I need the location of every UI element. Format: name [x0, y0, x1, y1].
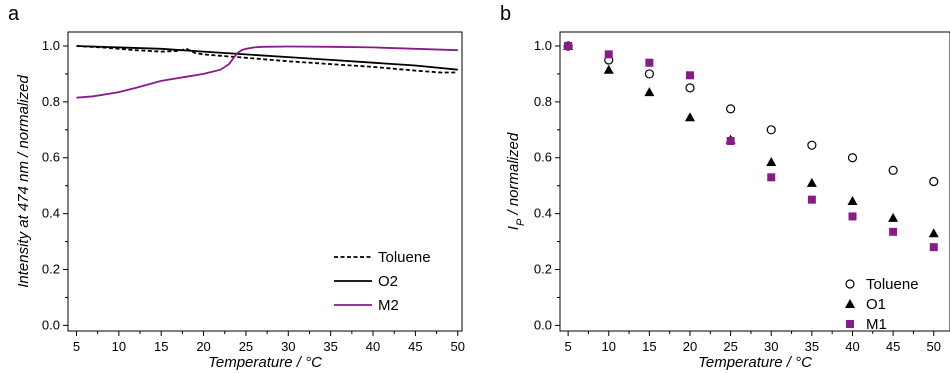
y-tick-label: 0.2 — [42, 262, 60, 277]
plot-area — [563, 40, 939, 252]
x-tick-label: 10 — [602, 339, 616, 354]
x-tick-label: 30 — [764, 339, 778, 354]
x-tick-label: 40 — [845, 339, 859, 354]
panel-b: b 5 10 15 20 25 30 35 40 45 50 0.0 0.2 0.4 0.6 0.8 1.0 Te… — [500, 3, 950, 371]
point-m1 — [929, 243, 938, 252]
legend-label-m2: M2 — [378, 297, 399, 314]
x-tick-label: 25 — [723, 339, 737, 354]
point-o1 — [685, 112, 695, 122]
x-tick-label: 50 — [927, 339, 941, 354]
point-m1 — [686, 71, 694, 80]
y-tick-label: 0.0 — [534, 317, 552, 332]
x-tick-label: 35 — [805, 339, 819, 354]
x-tick-label: 15 — [154, 339, 168, 354]
x-tick-label: 40 — [366, 339, 380, 354]
legend-label-toluene: Toluene — [866, 276, 919, 293]
point-m1 — [726, 136, 735, 145]
point-m1 — [889, 227, 898, 236]
series-line-toluene — [76, 45, 458, 74]
x-tick-label: 10 — [112, 339, 126, 354]
point-m1 — [645, 58, 654, 67]
y-axis-label-main: I — [505, 226, 522, 230]
plot-area — [76, 45, 458, 99]
panel-label: a — [8, 3, 20, 25]
point-o1 — [806, 177, 817, 187]
legend-label-m1: M1 — [866, 316, 887, 333]
panel-label: b — [500, 3, 511, 25]
legend-marker-o1 — [845, 299, 855, 308]
x-tick-label: 45 — [408, 339, 422, 354]
x-tick-label: 45 — [886, 339, 900, 354]
y-tick-label: 1.0 — [534, 38, 552, 53]
x-tick-label: 35 — [323, 339, 337, 354]
legend-label-toluene: Toluene — [378, 249, 431, 266]
y-axis-label-sub: P — [515, 218, 527, 226]
point-toluene — [807, 140, 817, 150]
y-tick-label: 0.2 — [534, 262, 552, 277]
point-o1 — [888, 212, 899, 222]
point-m1 — [604, 50, 613, 59]
legend-label-o2: O2 — [378, 273, 398, 290]
legend-marker-toluene — [845, 279, 855, 289]
x-tick-label: 20 — [196, 339, 210, 354]
legend-marker-m1 — [846, 320, 854, 328]
point-m1 — [767, 173, 776, 182]
point-o1 — [603, 64, 614, 74]
y-axis-label: Intensity at 474 nm / normalized — [15, 75, 32, 288]
y-tick-label: 0.8 — [42, 94, 60, 109]
y-axis-label-rest: / normalized — [505, 132, 522, 219]
y-tick-label: 0.8 — [534, 94, 552, 109]
point-o1 — [928, 228, 939, 238]
y-tick-label: 0.6 — [534, 150, 552, 165]
point-toluene — [726, 104, 736, 114]
x-tick-label: 25 — [239, 339, 253, 354]
x-tick-label: 50 — [451, 339, 465, 354]
x-tick-label: 5 — [73, 339, 80, 354]
legend-label-o1: O1 — [866, 296, 886, 313]
x-tick-label: 30 — [281, 339, 295, 354]
x-tick-label: 5 — [565, 339, 572, 354]
plot-frame — [67, 31, 463, 332]
x-tick-label: 20 — [683, 339, 697, 354]
point-o1 — [644, 87, 655, 97]
y-tick-label: 0.6 — [42, 150, 60, 165]
series-line-o2 — [76, 45, 458, 71]
point-toluene — [847, 153, 858, 163]
point-o1 — [766, 156, 777, 166]
point-m1 — [848, 212, 857, 221]
y-tick-label: 0.0 — [42, 317, 60, 332]
point-toluene — [644, 69, 654, 79]
point-m1 — [564, 41, 573, 50]
y-tick-label: 1.0 — [42, 38, 60, 53]
x-axis-label: Temperature / °C — [208, 354, 322, 371]
y-tick-label: 0.4 — [42, 206, 60, 221]
point-toluene — [685, 83, 695, 93]
point-toluene — [929, 176, 939, 187]
plot-frame — [559, 31, 950, 332]
y-tick-label: 0.4 — [534, 206, 552, 221]
point-o1 — [847, 196, 858, 206]
point-toluene — [888, 165, 898, 175]
x-tick-label: 15 — [642, 339, 656, 354]
y-axis-label: IP / normalized — [505, 132, 527, 230]
series-line-m2 — [76, 45, 458, 99]
point-toluene — [766, 125, 776, 135]
point-m1 — [807, 195, 816, 204]
panel-a: a 5 10 15 20 25 30 35 40 45 50 0.0 0.2 0.4 0.6 0.8 1.0 Te… — [8, 3, 465, 371]
x-axis-label: Temperature / °C — [698, 354, 812, 371]
